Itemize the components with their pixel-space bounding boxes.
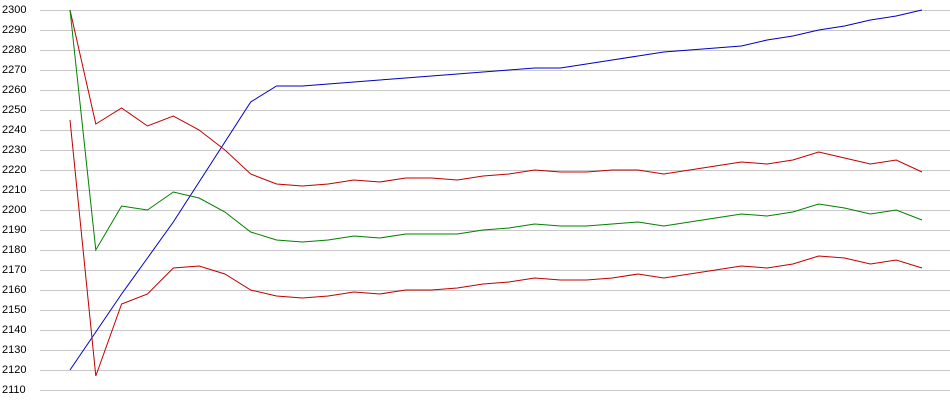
y-tick-label: 2150 bbox=[2, 304, 26, 316]
series-line bbox=[69, 9, 923, 371]
y-tick-label: 2130 bbox=[2, 344, 26, 356]
y-tick-label: 2120 bbox=[2, 364, 26, 376]
series-line bbox=[69, 9, 923, 187]
y-tick-label: 2210 bbox=[2, 184, 26, 196]
y-tick-label: 2190 bbox=[2, 224, 26, 236]
y-tick-label: 2160 bbox=[2, 284, 26, 296]
y-tick-label: 2180 bbox=[2, 244, 26, 256]
y-tick-label: 2280 bbox=[2, 44, 26, 56]
y-tick-label: 2200 bbox=[2, 204, 26, 216]
y-tick-label: 2110 bbox=[2, 384, 26, 396]
y-tick-label: 2270 bbox=[2, 64, 26, 76]
y-tick-label: 2170 bbox=[2, 264, 26, 276]
y-tick-label: 2250 bbox=[2, 104, 26, 116]
y-tick-label: 2140 bbox=[2, 324, 26, 336]
series-line bbox=[69, 119, 923, 377]
y-tick-label: 2260 bbox=[2, 84, 26, 96]
y-tick-label: 2230 bbox=[2, 144, 26, 156]
series-line bbox=[69, 9, 923, 252]
y-tick-label: 2220 bbox=[2, 164, 26, 176]
y-tick-label: 2290 bbox=[2, 24, 26, 36]
y-tick-label: 2300 bbox=[2, 4, 26, 16]
y-tick-label: 2240 bbox=[2, 124, 26, 136]
